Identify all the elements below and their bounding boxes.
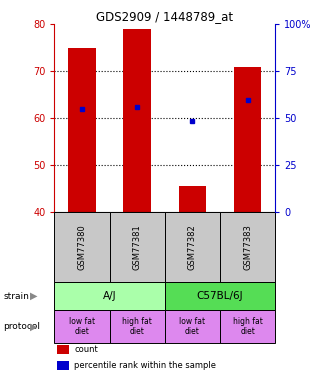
Text: strain: strain <box>3 292 29 301</box>
Text: GSM77382: GSM77382 <box>188 224 197 270</box>
Text: low fat
diet: low fat diet <box>179 317 205 336</box>
Bar <box>234 67 261 212</box>
Text: high fat
diet: high fat diet <box>122 317 152 336</box>
Bar <box>165 282 275 310</box>
Bar <box>54 282 165 310</box>
Bar <box>57 362 69 370</box>
Text: percentile rank within the sample: percentile rank within the sample <box>74 362 216 370</box>
Text: protocol: protocol <box>3 322 40 331</box>
Bar <box>220 310 275 344</box>
Text: ▶: ▶ <box>30 322 38 332</box>
Text: GSM77381: GSM77381 <box>133 224 142 270</box>
Text: high fat
diet: high fat diet <box>233 317 262 336</box>
Bar <box>165 212 220 282</box>
Text: GSM77380: GSM77380 <box>77 224 86 270</box>
Bar <box>68 48 96 212</box>
Text: low fat
diet: low fat diet <box>69 317 95 336</box>
Bar <box>109 310 165 344</box>
Text: A/J: A/J <box>103 291 116 301</box>
Title: GDS2909 / 1448789_at: GDS2909 / 1448789_at <box>96 10 233 23</box>
Bar <box>54 310 109 344</box>
Bar <box>57 345 69 354</box>
Text: ▶: ▶ <box>30 291 38 301</box>
Bar <box>124 29 151 212</box>
Bar <box>179 186 206 212</box>
Bar <box>165 310 220 344</box>
Text: count: count <box>74 345 98 354</box>
Text: C57BL/6J: C57BL/6J <box>197 291 243 301</box>
Bar <box>54 212 109 282</box>
Bar <box>220 212 275 282</box>
Bar <box>109 212 165 282</box>
Text: GSM77383: GSM77383 <box>243 224 252 270</box>
